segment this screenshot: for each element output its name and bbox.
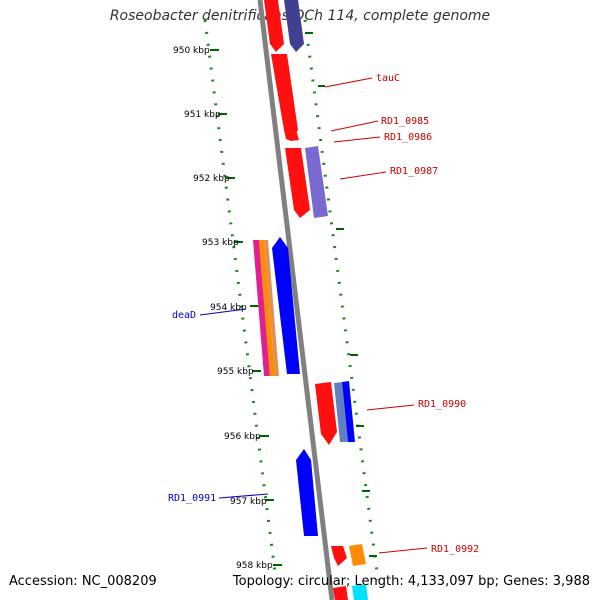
- gene-feature[interactable]: [284, 0, 304, 52]
- gene-feature[interactable]: [352, 584, 368, 600]
- tick-label: 954 kbp: [210, 303, 247, 313]
- tick-marks: [210, 49, 282, 566]
- gene-feature[interactable]: [334, 382, 348, 442]
- tick-label: 952 kbp: [193, 174, 230, 184]
- gene-feature[interactable]: [342, 381, 355, 442]
- tick-label: 950 kbp: [173, 46, 210, 56]
- accession-label: Accession: NC_008209: [9, 574, 157, 589]
- gene-feature[interactable]: [333, 586, 348, 600]
- gene-feature[interactable]: [349, 544, 366, 566]
- topology-label: Topology: circular; Length: 4,133,097 bp…: [232, 574, 590, 589]
- gene-feature[interactable]: [284, 130, 299, 141]
- gene-label-rd1-0985[interactable]: RD1_0985: [381, 116, 429, 127]
- tick-label: 956 kbp: [224, 432, 261, 442]
- gene-label-rd1-0992[interactable]: RD1_0992: [431, 544, 479, 555]
- gene-feature[interactable]: [253, 240, 270, 376]
- gene-feature[interactable]: [315, 382, 337, 445]
- gene-feature[interactable]: [285, 148, 310, 218]
- gene-feature[interactable]: [264, 240, 279, 376]
- gene-label-tauc[interactable]: tauC: [376, 73, 400, 84]
- gene-label-rd1-0990[interactable]: RD1_0990: [418, 399, 466, 410]
- gene-feature[interactable]: [264, 0, 284, 52]
- right-track: [303, 19, 380, 581]
- gene-feature[interactable]: [259, 240, 275, 376]
- gene-label-rd1-0987[interactable]: RD1_0987: [390, 166, 438, 177]
- gene-feature[interactable]: [272, 237, 300, 374]
- tick-label: 951 kbp: [184, 110, 221, 120]
- tick-label: 958 kbp: [236, 561, 273, 571]
- genome-backbone: [257, 0, 335, 600]
- gene-label-rd1-0986[interactable]: RD1_0986: [384, 132, 432, 143]
- gene-feature[interactable]: [271, 54, 298, 140]
- tick-labels: 950 kbp 951 kbp 952 kbp 953 kbp 954 kbp …: [173, 46, 273, 571]
- tick-marks-right: [305, 32, 377, 557]
- tick-label: 953 kbp: [202, 238, 239, 248]
- tick-label: 957 kbp: [230, 497, 267, 507]
- gene-label-dead[interactable]: deaD: [172, 310, 196, 321]
- gene-feature[interactable]: [331, 546, 347, 566]
- gene-feature[interactable]: [296, 449, 318, 536]
- gene-connectors-right: [324, 77, 428, 554]
- gene-connectors-left: [199, 308, 269, 499]
- tick-label: 955 kbp: [217, 367, 254, 377]
- gene-label-rd1-0991[interactable]: RD1_0991: [168, 493, 216, 504]
- gene-feature[interactable]: [305, 146, 328, 218]
